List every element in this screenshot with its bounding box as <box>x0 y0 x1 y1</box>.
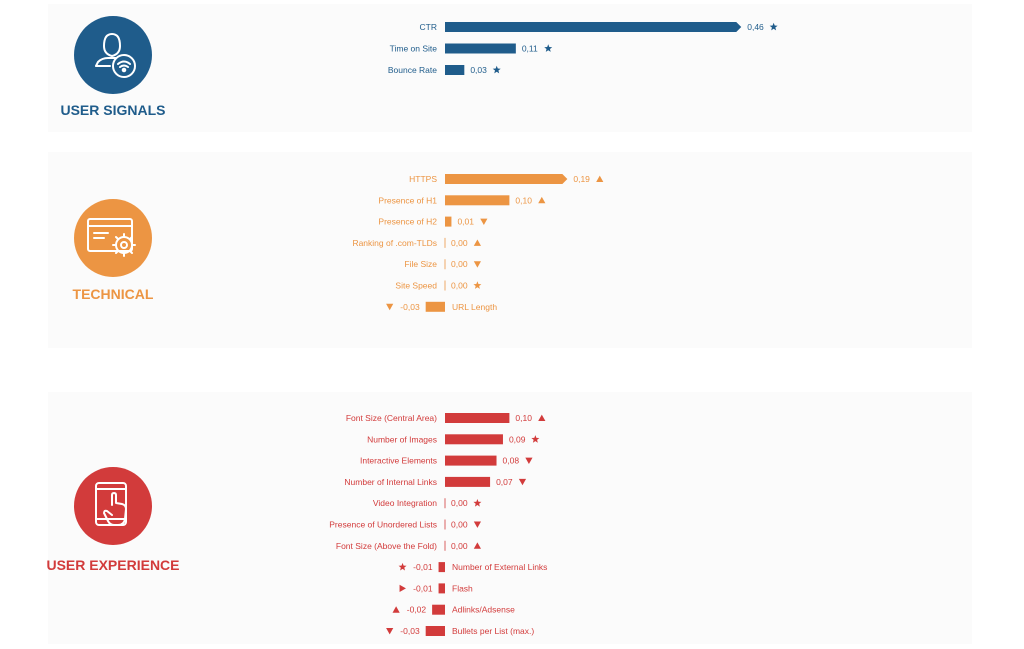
category-label-user_experience-8: Flash <box>452 583 473 593</box>
marker-user_experience-10 <box>386 628 394 635</box>
marker-user_experience-5 <box>473 521 481 528</box>
value-label-technical-4: 0,00 <box>451 259 468 269</box>
marker-technical-0 <box>596 175 604 182</box>
category-label-user_experience-2: Interactive Elements <box>360 456 437 466</box>
marker-user_experience-9 <box>392 606 400 613</box>
category-label-technical-2: Presence of H2 <box>378 217 437 227</box>
marker-user_experience-2 <box>525 457 533 464</box>
bar-user_signals-1 <box>445 43 516 54</box>
value-label-technical-1: 0,10 <box>515 195 532 205</box>
bar-user_experience-0 <box>445 413 510 423</box>
category-label-user_signals-2: Bounce Rate <box>388 65 437 75</box>
category-label-technical-3: Ranking of .com-TLDs <box>352 238 437 248</box>
panel-technical <box>48 152 972 348</box>
bar-user_experience-9 <box>432 604 445 615</box>
marker-user_experience-4 <box>473 499 482 507</box>
category-label-user_experience-9: Adlinks/Adsense <box>452 605 515 615</box>
category-label-user_experience-10: Bullets per List (max.) <box>452 626 534 636</box>
value-label-user_experience-0: 0,10 <box>515 413 532 423</box>
category-label-user_experience-1: Number of Images <box>367 434 437 444</box>
marker-technical-2 <box>480 218 488 225</box>
category-label-user_experience-4: Video Integration <box>373 498 437 508</box>
value-label-technical-0: 0,19 <box>573 174 590 184</box>
category-label-technical-6: URL Length <box>452 302 497 312</box>
bar-user_experience-7 <box>438 562 445 573</box>
category-label-user_signals-0: CTR <box>420 22 437 32</box>
marker-user_experience-8 <box>399 584 406 592</box>
value-label-user_experience-7: -0,01 <box>413 562 433 572</box>
value-label-technical-2: 0,01 <box>457 217 474 227</box>
technical-badge <box>74 199 152 277</box>
value-label-user_experience-6: 0,00 <box>451 541 468 551</box>
category-label-technical-0: HTTPS <box>409 174 437 184</box>
marker-user_experience-6 <box>473 542 481 549</box>
marker-technical-3 <box>473 239 481 246</box>
value-label-user_experience-10: -0,03 <box>400 626 420 636</box>
marker-user_experience-7 <box>398 562 407 571</box>
bar-technical-6 <box>425 301 445 312</box>
bar-user_experience-10 <box>425 626 445 636</box>
user-experience-badge <box>74 467 152 545</box>
value-label-user_experience-1: 0,09 <box>509 434 526 444</box>
value-label-user_experience-9: -0,02 <box>407 605 427 615</box>
value-label-technical-3: 0,00 <box>451 238 468 248</box>
category-label-user_experience-0: Font Size (Central Area) <box>346 413 437 423</box>
bar-technical-1 <box>445 195 510 206</box>
marker-user_experience-1 <box>531 435 540 443</box>
marker-user_experience-0 <box>538 414 546 421</box>
category-label-technical-1: Presence of H1 <box>378 195 437 205</box>
marker-user_signals-0 <box>769 22 778 31</box>
value-label-user_signals-1: 0,11 <box>522 44 538 54</box>
category-title-technical: TECHNICAL <box>72 286 154 302</box>
category-title-user-experience: USER EXPERIENCE <box>46 557 180 573</box>
marker-technical-5 <box>473 281 482 289</box>
marker-user_signals-2 <box>492 65 501 74</box>
user-wifi-icon <box>95 33 136 78</box>
marker-technical-4 <box>473 261 481 268</box>
bar-user_experience-3 <box>445 476 491 487</box>
category-label-user_experience-5: Presence of Unordered Lists <box>329 520 437 530</box>
marker-technical-1 <box>538 196 546 204</box>
category-title-user-signals: USER SIGNALS <box>60 102 166 118</box>
value-label-user_experience-2: 0,08 <box>503 456 520 466</box>
bar-user_experience-2 <box>445 455 497 466</box>
value-label-user_experience-3: 0,07 <box>496 477 513 487</box>
user-signals-badge <box>74 16 152 94</box>
marker-technical-6 <box>386 303 394 311</box>
category-label-user_signals-1: Time on Site <box>390 44 438 54</box>
category-label-user_experience-6: Font Size (Above the Fold) <box>336 541 437 551</box>
category-label-user_experience-3: Number of Internal Links <box>344 477 437 487</box>
panel-user-experience <box>48 392 972 644</box>
marker-user_experience-3 <box>518 478 527 486</box>
tablet-touch-icon <box>95 482 127 526</box>
bar-technical-2 <box>445 216 452 227</box>
category-label-user_experience-7: Number of External Links <box>452 562 547 572</box>
value-label-technical-6: -0,03 <box>400 302 420 312</box>
bar-user_signals-2 <box>445 65 465 75</box>
value-label-user_signals-2: 0,03 <box>470 65 487 75</box>
bar-user_experience-1 <box>445 434 503 445</box>
bar-user_signals-0 <box>445 22 742 32</box>
value-label-technical-5: 0,00 <box>451 281 468 291</box>
value-label-user_experience-8: -0,01 <box>413 583 433 593</box>
value-label-user_signals-0: 0,46 <box>747 22 764 32</box>
browser-gear-icon <box>87 218 136 257</box>
marker-user_signals-1 <box>544 44 553 52</box>
value-label-user_experience-4: 0,00 <box>451 498 468 508</box>
value-label-user_experience-5: 0,00 <box>451 520 468 530</box>
bar-technical-0 <box>445 174 568 184</box>
category-label-technical-4: File Size <box>404 259 437 269</box>
bar-user_experience-8 <box>438 583 445 594</box>
category-label-technical-5: Site Speed <box>395 281 437 291</box>
